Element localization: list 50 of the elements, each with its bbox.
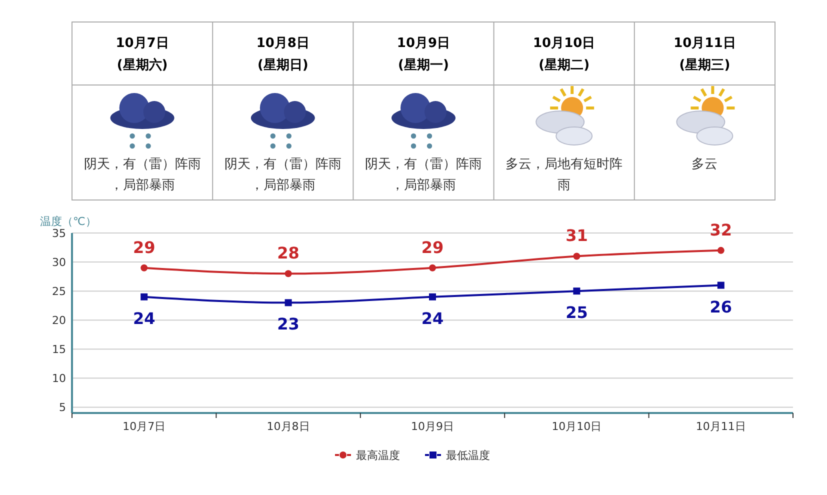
point bbox=[573, 288, 580, 295]
point bbox=[429, 293, 436, 300]
y-tick-label: 35 bbox=[52, 227, 66, 240]
data-label: 26 bbox=[710, 297, 732, 316]
y-tick-label: 20 bbox=[52, 314, 66, 328]
text: 10月9日 bbox=[396, 36, 450, 51]
point bbox=[284, 270, 292, 278]
text: 阴天，有（雷）阵雨，局部暴雨 bbox=[224, 157, 342, 193]
point bbox=[717, 246, 724, 254]
point bbox=[284, 299, 292, 306]
text: 多云 bbox=[692, 157, 718, 172]
data-label: 24 bbox=[132, 308, 156, 328]
y-tick-label: 15 bbox=[52, 343, 66, 356]
data-label: 29 bbox=[421, 238, 444, 257]
point bbox=[573, 252, 580, 260]
text: 多云，局地有短时阵雨 bbox=[506, 157, 623, 193]
x-tick-label: 10月9日 bbox=[411, 420, 454, 433]
y-tick-label: 30 bbox=[52, 256, 66, 270]
data-label: 29 bbox=[132, 238, 156, 257]
text: 阴天，有（雷）阵雨，局部暴雨 bbox=[365, 157, 482, 193]
x-tick-label: 10月7日 bbox=[122, 420, 166, 433]
y-axis-title: 温度（℃） bbox=[40, 215, 96, 228]
data-label: 32 bbox=[710, 220, 732, 240]
x-tick-label: 10月10日 bbox=[552, 420, 602, 433]
text: (星期日) bbox=[257, 58, 308, 73]
text: 10月10日 bbox=[533, 36, 596, 51]
data-label: 28 bbox=[277, 244, 300, 263]
x-tick-label: 10月11日 bbox=[696, 420, 746, 433]
legend-label: 最高温度 bbox=[356, 449, 400, 462]
text: 阴天，有（雷）阵雨，局部暴雨 bbox=[84, 157, 201, 193]
data-label: 25 bbox=[566, 303, 588, 322]
y-tick-label: 5 bbox=[59, 401, 66, 414]
text: (星期二) bbox=[538, 58, 590, 73]
text: 10月7日 bbox=[116, 36, 169, 51]
data-label: 23 bbox=[277, 314, 300, 334]
point bbox=[717, 282, 724, 289]
text: (星期一) bbox=[398, 58, 449, 73]
point bbox=[140, 264, 148, 272]
data-label: 24 bbox=[421, 308, 444, 328]
text: (星期三) bbox=[679, 58, 730, 73]
point bbox=[140, 293, 148, 300]
text: 10月11日 bbox=[674, 36, 736, 51]
x-tick-label: 10月8日 bbox=[266, 420, 310, 433]
legend-label: 最低温度 bbox=[446, 449, 490, 462]
point bbox=[429, 264, 436, 272]
y-tick-label: 10 bbox=[52, 372, 66, 386]
y-tick-label: 25 bbox=[52, 285, 66, 298]
text: (星期六) bbox=[116, 57, 168, 73]
text: 10月8日 bbox=[256, 36, 310, 51]
data-label: 31 bbox=[566, 226, 588, 246]
